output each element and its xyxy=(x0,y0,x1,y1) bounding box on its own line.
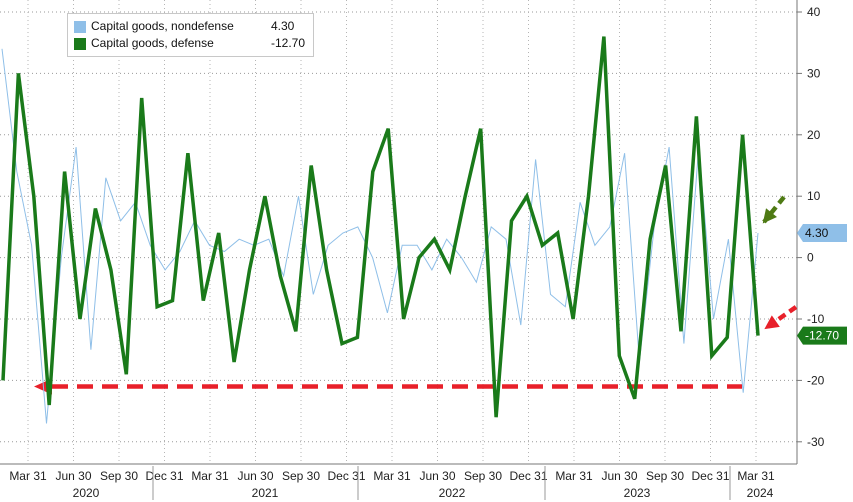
x-tick-label: Mar 31 xyxy=(9,469,47,483)
x-tick-label: Dec 31 xyxy=(509,469,547,483)
x-tick-label: Mar 31 xyxy=(373,469,411,483)
legend-swatch-defense xyxy=(74,37,86,50)
y-tick-label: 0 xyxy=(807,251,814,265)
last-value-tag-defense: -12.70 xyxy=(797,326,847,345)
x-tick-label: Jun 30 xyxy=(601,469,637,483)
last-value-tag-bg xyxy=(797,326,847,345)
legend: Capital goods, nondefense 4.30 Capital g… xyxy=(67,13,315,57)
x-tick-label: Dec 31 xyxy=(691,469,729,483)
y-tick-label: -10 xyxy=(807,312,825,326)
legend-swatch-nondefense xyxy=(74,20,86,33)
legend-value-nondefense: 4.30 xyxy=(271,19,295,33)
legend-item-nondefense: Capital goods, nondefense 4.30 xyxy=(74,18,305,35)
series-line-nondefense xyxy=(1,48,759,424)
annotation-arrow-head xyxy=(764,315,780,330)
series-line-defense xyxy=(1,36,760,418)
year-label: 2021 xyxy=(252,486,279,500)
year-label: 2020 xyxy=(73,486,100,500)
y-tick-label: -30 xyxy=(807,435,825,449)
x-tick-label: Jun 30 xyxy=(419,469,455,483)
y-tick-label: 40 xyxy=(807,5,821,19)
y-tick-label: 20 xyxy=(807,128,821,142)
legend-value-defense: -12.70 xyxy=(271,36,306,50)
last-value-tag-bg xyxy=(797,224,847,243)
y-tick-label: 30 xyxy=(807,66,821,80)
x-tick-label: Dec 31 xyxy=(327,469,365,483)
x-tick-label: Sep 30 xyxy=(100,469,138,483)
last-value-tag-text: -12.70 xyxy=(805,329,839,343)
legend-item-defense: Capital goods, defense -12.70 xyxy=(74,35,305,52)
y-tick-label: 10 xyxy=(807,189,821,203)
last-value-tag-text: 4.30 xyxy=(805,226,829,240)
x-tick-label: Mar 31 xyxy=(191,469,229,483)
x-tick-label: Dec 31 xyxy=(145,469,183,483)
y-tick-label: -20 xyxy=(807,373,825,387)
year-label: 2024 xyxy=(747,486,774,500)
x-tick-label: Sep 30 xyxy=(464,469,502,483)
last-value-tag-nondefense: 4.30 xyxy=(797,224,847,243)
year-label: 2022 xyxy=(439,486,466,500)
legend-label-nondefense: Capital goods, nondefense xyxy=(91,19,234,33)
x-tick-label: Jun 30 xyxy=(237,469,273,483)
annotation-arrow-head xyxy=(762,208,777,224)
x-tick-label: Sep 30 xyxy=(282,469,320,483)
x-tick-label: Mar 31 xyxy=(737,469,775,483)
x-tick-label: Sep 30 xyxy=(646,469,684,483)
x-tick-label: Jun 30 xyxy=(55,469,91,483)
x-tick-label: Mar 31 xyxy=(555,469,593,483)
year-label: 2023 xyxy=(624,486,651,500)
legend-label-defense: Capital goods, defense xyxy=(91,36,214,50)
